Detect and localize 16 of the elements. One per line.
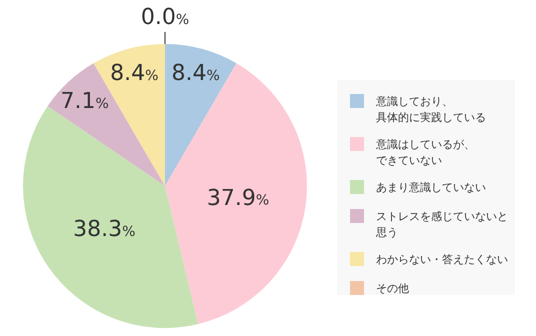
legend-label: わからない・答えたくない bbox=[376, 253, 508, 266]
pie-slice bbox=[94, 44, 165, 186]
pie-slice bbox=[165, 63, 307, 324]
data-label: 8.4% bbox=[172, 61, 220, 86]
data-label: 7.1% bbox=[60, 88, 109, 114]
text: 0.0% bbox=[140, 5, 190, 30]
legend-label: ストレスを感じていないと思う bbox=[375, 210, 508, 239]
data-label: 38.3% bbox=[73, 216, 136, 242]
data-label: 8.4% bbox=[110, 61, 158, 86]
legend-label: 意識はしているが、できていない bbox=[375, 138, 475, 167]
pie-slice bbox=[48, 63, 165, 186]
legend-label: 意識しており、具体的に実践している bbox=[375, 95, 486, 124]
pie-slice bbox=[165, 44, 236, 186]
legend-label: その他 bbox=[376, 282, 409, 295]
data-label: 37.9% bbox=[206, 186, 270, 211]
legend-label: あまり意識していない bbox=[376, 181, 486, 194]
